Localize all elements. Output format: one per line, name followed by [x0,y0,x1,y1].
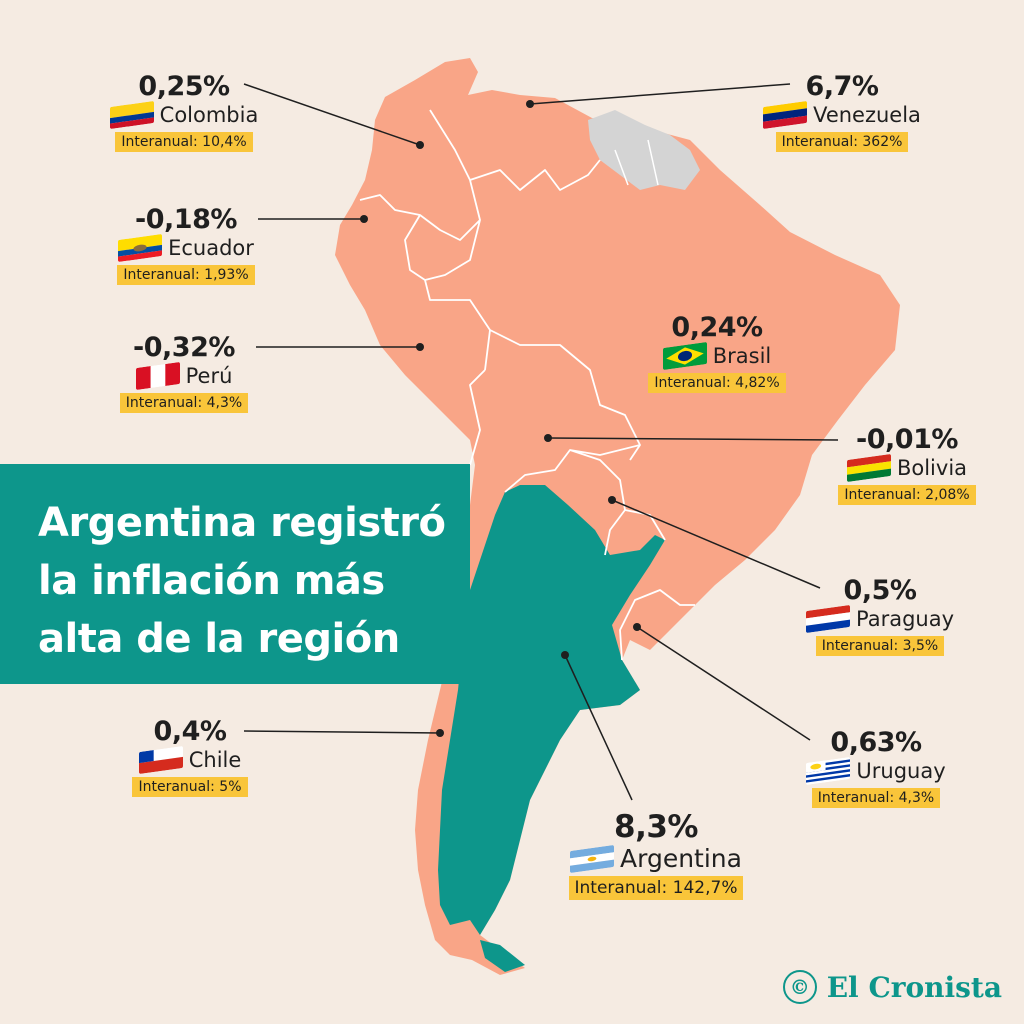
country-borders [359,109,695,661]
brand: © El Cronista [782,970,1002,1004]
uruguay-name: Uruguay [856,759,946,783]
colombia-pct: 0,25% [138,71,230,102]
venezuela-flag-icon [763,100,808,130]
colombia-country: Colombia [109,100,259,130]
ecuador-flag-icon [118,233,163,263]
colombia-name: Colombia [159,103,259,127]
guyanas-region [588,110,700,190]
ecuador-label: -0,18% Ecuador Interanual: 1,93% [98,205,274,285]
argentina-flag-icon [570,844,615,874]
paraguay-label: 0,5% Paraguay Interanual: 3,5% [790,576,970,656]
peru-label: -0,32% Perú Interanual: 4,3% [96,333,272,413]
bolivia-flag-icon [846,453,891,483]
uruguay-interanual: Interanual: 4,3% [811,788,941,808]
paraguay-pct: 0,5% [843,575,917,606]
paraguay-name: Paraguay [855,607,955,631]
cronista-logo-icon: © [782,970,817,1004]
uruguay-flag-icon [806,756,851,786]
argentina-name: Argentina [620,844,742,873]
argentina-country: Argentina [570,844,742,874]
bolivia-label: -0,01% Bolivia Interanual: 2,08% [818,425,996,505]
bolivia-country: Bolivia [846,453,968,483]
brasil-country: Brasil [662,341,772,371]
ecuador-pct: -0,18% [135,204,237,235]
venezuela-country: Venezuela [763,100,921,130]
bolivia-interanual: Interanual: 2,08% [838,485,976,505]
colombia-flag-icon [109,100,154,130]
venezuela-interanual: Interanual: 362% [775,132,909,152]
argentina-pct: 8,3% [614,809,698,845]
venezuela-pct: 6,7% [805,71,879,102]
uruguay-label: 0,63% Uruguay Interanual: 4,3% [788,728,964,808]
peru-pct: -0,32% [133,332,235,363]
venezuela-label: 6,7% Venezuela Interanual: 362% [744,72,940,152]
colombia-interanual: Interanual: 10,4% [115,132,253,152]
tierra-del-fuego [480,940,525,972]
bolivia-name: Bolivia [896,456,968,480]
brasil-interanual: Interanual: 4,82% [648,373,786,393]
guyanas-borders [614,139,659,186]
chile-flag-icon [138,745,183,775]
paraguay-interanual: Interanual: 3,5% [815,636,945,656]
brasil-label: 0,24% Brasil Interanual: 4,82% [626,313,808,393]
argentina-label: 8,3% Argentina Interanual: 142,7% [540,810,772,900]
brand-name: El Cronista [826,970,1002,1004]
argentina-region [438,485,665,935]
peru-name: Perú [185,364,233,388]
colombia-label: 0,25% Colombia Interanual: 10,4% [96,72,272,152]
peru-flag-icon [135,361,180,391]
brasil-pct: 0,24% [671,312,763,343]
chile-country: Chile [138,745,242,775]
peru-country: Perú [135,361,233,391]
brasil-name: Brasil [712,344,772,368]
headline: Argentina registró la inflación más alta… [38,500,446,662]
headline-banner [0,464,470,684]
ecuador-country: Ecuador [118,233,254,263]
ecuador-name: Ecuador [168,236,254,260]
leader-dots [360,100,641,737]
brazil-flag-icon [662,341,707,371]
bolivia-pct: -0,01% [856,424,958,455]
ecuador-interanual: Interanual: 1,93% [117,265,255,285]
peru-interanual: Interanual: 4,3% [119,393,249,413]
paraguay-country: Paraguay [805,604,955,634]
paraguay-flag-icon [805,604,850,634]
uruguay-country: Uruguay [806,756,946,786]
chile-interanual: Interanual: 5% [132,777,248,797]
chile-label: 0,4% Chile Interanual: 5% [110,717,270,797]
chile-pct: 0,4% [153,716,227,747]
chile-name: Chile [188,748,242,772]
leader-lines [243,83,839,801]
venezuela-name: Venezuela [813,103,921,127]
argentina-interanual: Interanual: 142,7% [568,876,744,900]
uruguay-pct: 0,63% [830,727,922,758]
